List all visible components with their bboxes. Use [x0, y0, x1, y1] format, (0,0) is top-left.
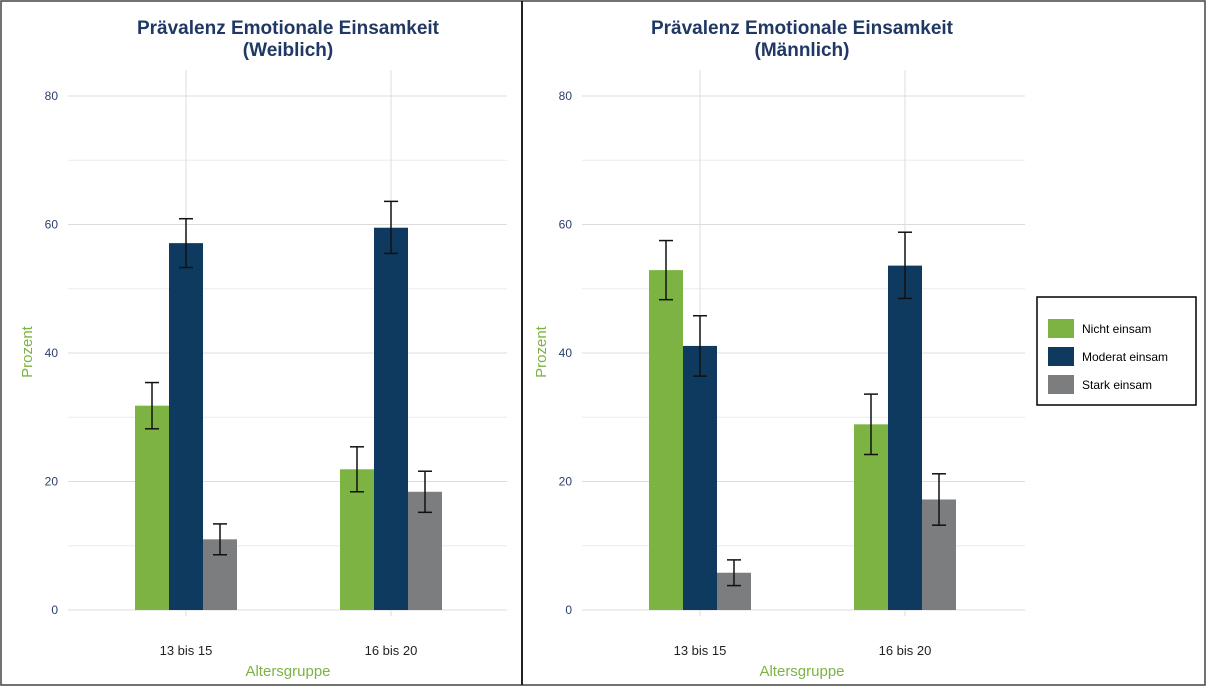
y-tick-label: 20 [45, 475, 59, 489]
y-tick-label: 60 [559, 218, 573, 232]
bar-nicht-einsam [135, 405, 169, 610]
y-tick-label: 0 [51, 603, 58, 617]
panel-1-title: Prävalenz Emotionale Einsamkeit [137, 18, 440, 39]
y-tick-label: 40 [45, 346, 59, 360]
panel-1-subtitle: (Weiblich) [243, 40, 333, 61]
legend-swatch-nicht-einsam [1048, 319, 1074, 338]
y-tick-label: 0 [565, 603, 572, 617]
legend-swatch-stark-einsam [1048, 375, 1074, 394]
y-tick-label: 20 [559, 475, 573, 489]
x-tick-label: 16 bis 20 [879, 643, 932, 658]
plot-layer: 0 20 40 60 80 13 bis 15 16 bis 20 0 20 40 60 80 13 b… [45, 70, 1025, 658]
panel-1-y-axis-label: Prozent [19, 325, 36, 378]
legend-label-stark-einsam: Stark einsam [1082, 378, 1152, 392]
y-tick-label: 40 [559, 346, 573, 360]
panel-2-subtitle: (Männlich) [755, 40, 850, 61]
legend: Nicht einsam Moderat einsam Stark einsam [1036, 296, 1197, 406]
bar-moderat-einsam [169, 243, 203, 610]
legend-swatch-moderat-einsam [1048, 347, 1074, 366]
x-tick-label: 13 bis 15 [674, 643, 727, 658]
bar-moderat-einsam [683, 345, 717, 610]
panel-2-title: Prävalenz Emotionale Einsamkeit [651, 18, 954, 39]
x-tick-label: 16 bis 20 [365, 643, 418, 658]
panel-2-y-axis-label: Prozent [533, 325, 550, 378]
y-tick-label: 80 [45, 89, 59, 103]
bar-nicht-einsam [340, 469, 374, 610]
legend-label-moderat-einsam: Moderat einsam [1082, 350, 1168, 364]
panel-2-x-axis-label: Altersgruppe [759, 663, 844, 680]
y-tick-label: 60 [45, 218, 59, 232]
y-tick-label: 80 [559, 89, 573, 103]
bar-moderat-einsam [374, 227, 408, 610]
panel-1-x-axis-label: Altersgruppe [245, 663, 330, 680]
legend-label-nicht-einsam: Nicht einsam [1082, 322, 1151, 336]
bar-nicht-einsam [649, 270, 683, 610]
x-tick-label: 13 bis 15 [160, 643, 213, 658]
bar-moderat-einsam [888, 265, 922, 610]
